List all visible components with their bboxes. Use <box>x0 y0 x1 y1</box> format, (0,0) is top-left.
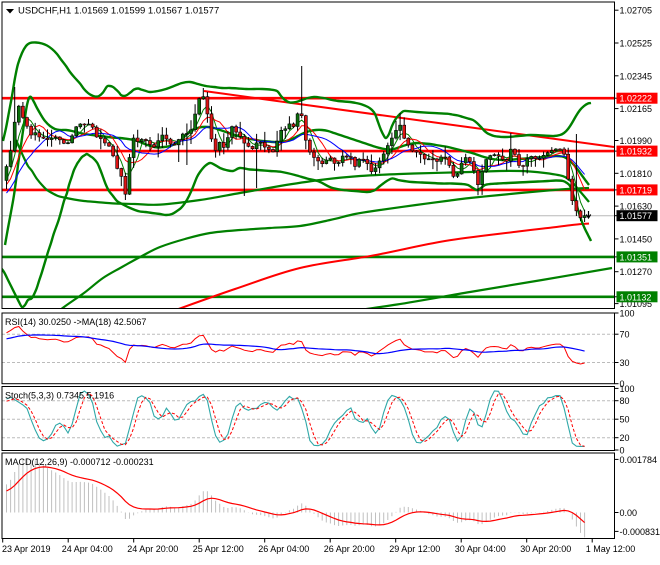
svg-text:1.01450: 1.01450 <box>620 234 653 244</box>
svg-text:30 Apr 20:00: 30 Apr 20:00 <box>520 544 571 554</box>
svg-text:24 Apr 04:00: 24 Apr 04:00 <box>62 544 113 554</box>
svg-text:1.01810: 1.01810 <box>620 169 653 179</box>
svg-text:1.02705: 1.02705 <box>620 6 653 16</box>
svg-text:50: 50 <box>620 415 630 425</box>
svg-text:23 Apr 2019: 23 Apr 2019 <box>2 544 51 554</box>
svg-text:1.01932: 1.01932 <box>620 147 653 157</box>
svg-text:1.01990: 1.01990 <box>620 136 653 146</box>
svg-text:25 Apr 12:00: 25 Apr 12:00 <box>193 544 244 554</box>
svg-text:26 Apr 04:00: 26 Apr 04:00 <box>258 544 309 554</box>
svg-text:0.001784: 0.001784 <box>620 455 658 465</box>
svg-text:1.02345: 1.02345 <box>620 71 653 81</box>
svg-text:29 Apr 12:00: 29 Apr 12:00 <box>389 544 440 554</box>
svg-text:30: 30 <box>620 358 630 368</box>
svg-text:-0.000831: -0.000831 <box>620 527 660 537</box>
svg-text:20: 20 <box>620 433 630 443</box>
svg-text:RSI(14) 30.0250 ->MA(18) 42.5: RSI(14) 30.0250 ->MA(18) 42.5067 <box>5 317 146 327</box>
svg-text:24 Apr 20:00: 24 Apr 20:00 <box>127 544 178 554</box>
svg-text:0.00: 0.00 <box>620 508 638 518</box>
svg-text:1.01351: 1.01351 <box>620 252 653 262</box>
svg-text:1.01270: 1.01270 <box>620 267 653 277</box>
svg-text:80: 80 <box>620 396 630 406</box>
svg-text:Stoch(5,3,3) 0.7345 5.1916: Stoch(5,3,3) 0.7345 5.1916 <box>5 391 114 401</box>
svg-text:1.02525: 1.02525 <box>620 39 653 49</box>
svg-text:70: 70 <box>620 330 630 340</box>
svg-text:100: 100 <box>620 309 635 319</box>
svg-text:100: 100 <box>620 384 635 394</box>
svg-text:USDCHF,H1 1.01569 1.01599 1.0: USDCHF,H1 1.01569 1.01599 1.01567 1.0157… <box>18 6 219 17</box>
svg-text:1.02165: 1.02165 <box>620 104 653 114</box>
svg-text:1.01719: 1.01719 <box>620 185 653 195</box>
svg-text:1.01577: 1.01577 <box>620 211 653 221</box>
svg-text:1 May 12:00: 1 May 12:00 <box>586 544 636 554</box>
svg-text:26 Apr 20:00: 26 Apr 20:00 <box>324 544 375 554</box>
svg-text:1.02222: 1.02222 <box>620 94 653 104</box>
svg-text:MACD(12,26,9) -0.000712 -0.000: MACD(12,26,9) -0.000712 -0.000231 <box>5 457 154 467</box>
svg-text:30 Apr 04:00: 30 Apr 04:00 <box>455 544 506 554</box>
svg-text:1.01132: 1.01132 <box>620 292 652 302</box>
svg-text:1.01630: 1.01630 <box>620 202 653 212</box>
